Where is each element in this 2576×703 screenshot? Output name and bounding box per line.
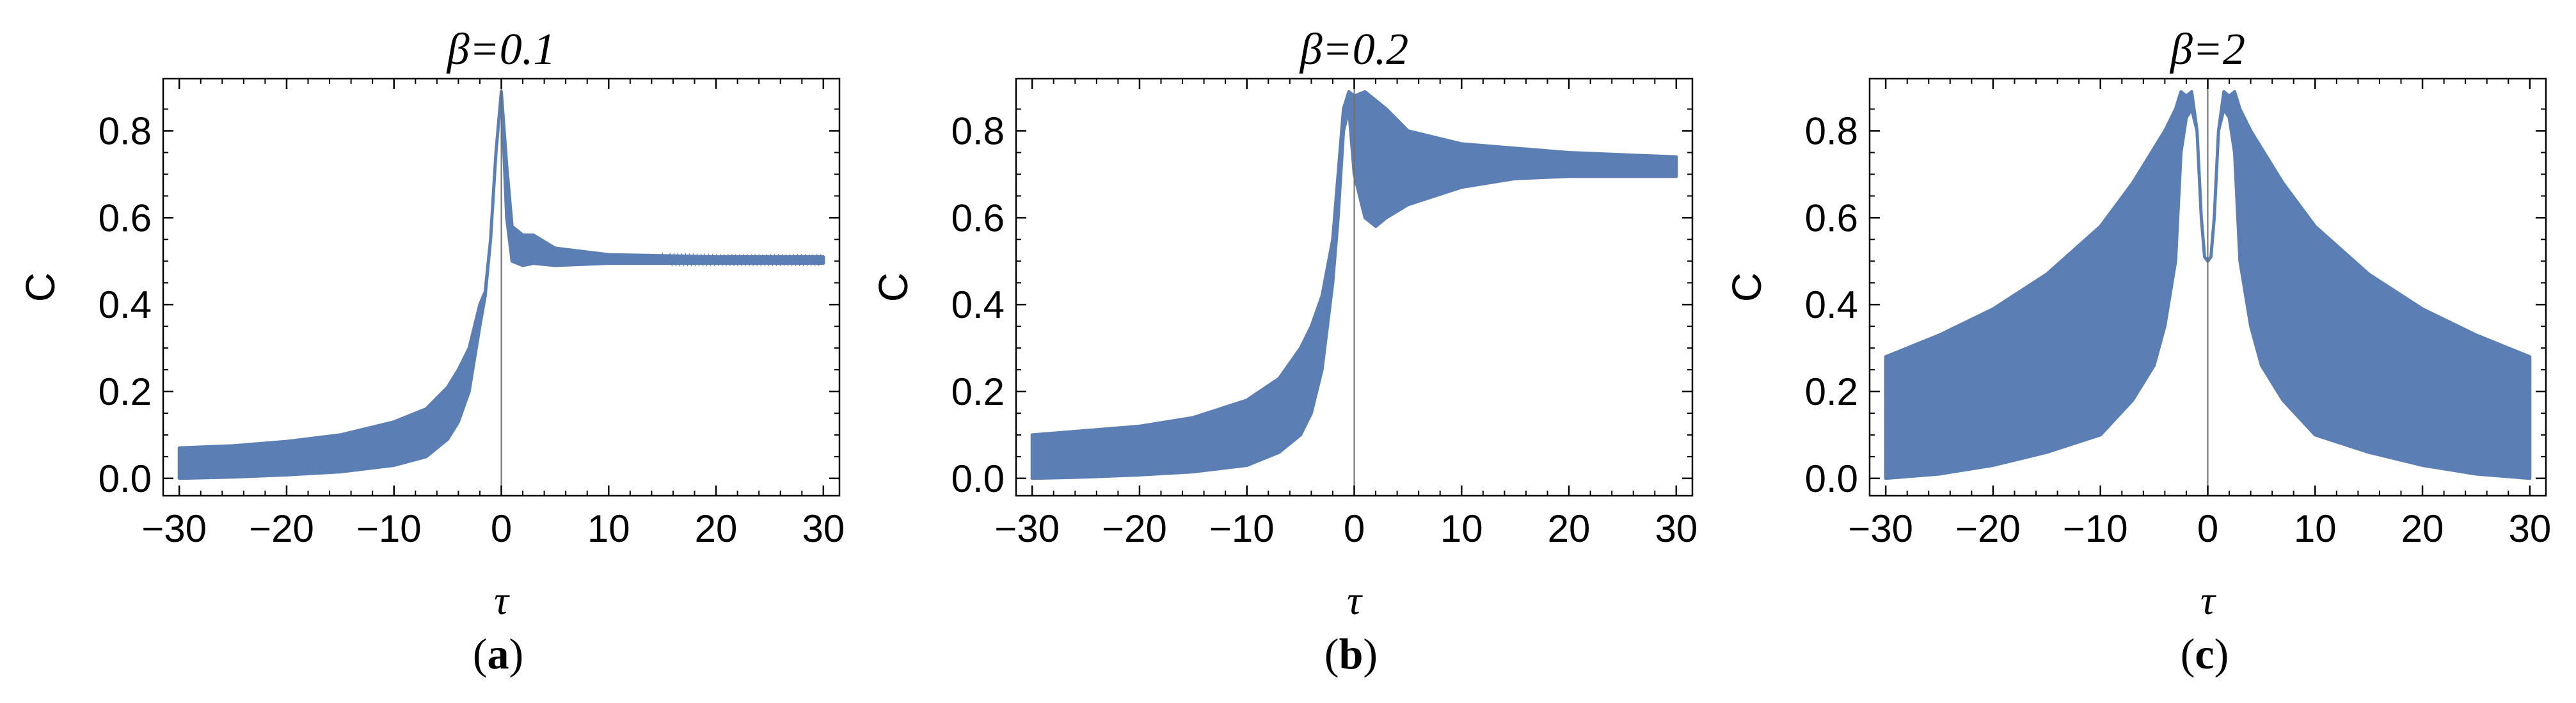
x-tick-label: 10 [1440,507,1483,550]
y-tick-label: 0.2 [99,370,152,413]
x-tick-label: 30 [1655,507,1697,550]
y-tick-label: 0.6 [99,196,152,239]
x-tick-label: 30 [2508,507,2551,550]
x-tick-label: −30 [1848,507,1913,550]
y-tick-label: 0.0 [99,457,152,500]
x-axis-label: τ [2200,578,2216,623]
subfigure-label-close: ) [2214,629,2229,678]
y-tick-label: 0.8 [951,110,1005,153]
x-tick-label: 30 [802,507,845,550]
x-axis-label: τ [494,578,510,623]
y-axis-label: C [870,273,916,302]
subfigure-label: (a) [473,629,523,678]
x-tick-label: 0 [2197,507,2218,550]
subfigure-label: (b) [1324,629,1378,678]
y-tick-label: 0.8 [99,110,152,153]
x-axis-label: τ [1347,578,1363,623]
y-tick-label: 0.4 [951,283,1005,326]
x-tick-label: 20 [695,507,738,550]
y-axis-label: C [1724,273,1770,302]
subfigure-label: (c) [2181,629,2229,678]
y-axis-label: C [17,273,63,302]
y-tick-label: 0.6 [1805,196,1858,239]
y-tick-label: 0.6 [951,196,1005,239]
x-tick-label: 20 [1548,507,1591,550]
x-tick-label: −10 [2063,507,2128,550]
y-tick-label: 0.0 [1805,457,1858,500]
series-band-envelope [177,90,825,480]
panel-title: β=0.2 [1299,25,1409,74]
chart-panel-c: −30 −20 −10 0 10 20 30 0.0 0.2 0.4 0.6 0.8 β=2 τ C (c) [1724,25,2551,678]
panel-title: β=0.1 [446,25,556,74]
subfigure-label-close: ) [1363,629,1378,678]
y-tick-label: 0.2 [1805,370,1858,413]
y-tick-label: 0.4 [99,283,152,326]
x-tick-label: 10 [2294,507,2337,550]
x-tick-label: −30 [141,507,207,550]
y-tick-label: 0.8 [1805,110,1858,153]
subfigure-label-open: ( [2181,629,2195,678]
subfigure-label-letter: a [488,629,509,678]
x-tick-label: −20 [1955,507,2021,550]
x-tick-label: 0 [491,507,512,550]
subfigure-label-close: ) [509,629,524,678]
subfigure-label-open: ( [1324,629,1339,678]
x-tick-label: −10 [356,507,422,550]
subfigure-label-open: ( [473,629,488,678]
x-tick-label: 20 [2401,507,2444,550]
y-tick-label: 0.0 [951,457,1005,500]
chart-panel-b: −30 −20 −10 0 10 20 30 0.0 0.2 0.4 0.6 0.8 β=0.2 τ C (b… [870,25,1697,678]
x-tick-label: −20 [1102,507,1167,550]
subfigure-label-letter: b [1339,629,1364,678]
x-tick-label: −30 [994,507,1060,550]
subfigure-label-letter: c [2195,629,2214,678]
x-tick-label: 10 [587,507,630,550]
y-tick-label: 0.2 [951,370,1005,413]
x-tick-label: −20 [249,507,314,550]
chart-panel-a: −30 −20 −10 0 10 20 30 0.0 0.2 0.4 0.6 0.8 β=0.1 τ C (a… [17,25,845,678]
panel-title: β=2 [2169,25,2245,74]
x-tick-label: 0 [1344,507,1365,550]
x-tick-label: −10 [1209,507,1275,550]
y-tick-label: 0.4 [1805,283,1858,326]
